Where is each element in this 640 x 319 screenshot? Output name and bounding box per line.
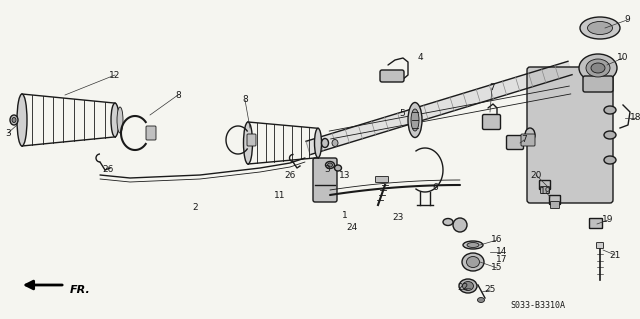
Text: 7: 7 xyxy=(489,84,495,93)
Ellipse shape xyxy=(467,256,479,268)
Ellipse shape xyxy=(408,102,422,137)
Text: S033-B3310A: S033-B3310A xyxy=(510,300,565,309)
Ellipse shape xyxy=(462,253,484,271)
FancyBboxPatch shape xyxy=(146,126,156,140)
FancyBboxPatch shape xyxy=(589,219,602,228)
FancyBboxPatch shape xyxy=(521,134,535,146)
Text: 21: 21 xyxy=(609,250,621,259)
Ellipse shape xyxy=(579,54,617,82)
FancyBboxPatch shape xyxy=(527,67,613,203)
Ellipse shape xyxy=(117,107,123,133)
Text: 12: 12 xyxy=(109,70,121,79)
Text: 23: 23 xyxy=(392,213,404,222)
Text: 9: 9 xyxy=(624,16,630,25)
Text: 25: 25 xyxy=(484,286,496,294)
Ellipse shape xyxy=(332,139,338,146)
Ellipse shape xyxy=(314,128,321,158)
Text: 1: 1 xyxy=(342,211,348,219)
Ellipse shape xyxy=(604,106,616,114)
Ellipse shape xyxy=(604,131,616,139)
Text: 20: 20 xyxy=(531,170,541,180)
Polygon shape xyxy=(306,61,572,155)
Text: 8: 8 xyxy=(242,95,248,105)
FancyBboxPatch shape xyxy=(550,202,559,209)
Text: 7: 7 xyxy=(521,136,527,145)
Text: 4: 4 xyxy=(417,54,423,63)
Text: 13: 13 xyxy=(339,170,351,180)
Text: 3: 3 xyxy=(324,166,330,174)
Ellipse shape xyxy=(477,298,484,302)
Ellipse shape xyxy=(10,115,18,125)
Text: 15: 15 xyxy=(492,263,503,272)
FancyBboxPatch shape xyxy=(541,187,550,194)
Text: 6: 6 xyxy=(432,183,438,192)
FancyBboxPatch shape xyxy=(596,242,604,249)
Text: 11: 11 xyxy=(275,190,285,199)
Text: FR.: FR. xyxy=(70,285,91,295)
Text: 17: 17 xyxy=(496,256,508,264)
Ellipse shape xyxy=(12,117,16,122)
Ellipse shape xyxy=(321,138,328,147)
Ellipse shape xyxy=(463,281,474,291)
Text: 2: 2 xyxy=(192,204,198,212)
Ellipse shape xyxy=(326,161,335,168)
Ellipse shape xyxy=(411,109,419,131)
Text: 14: 14 xyxy=(496,248,508,256)
Ellipse shape xyxy=(525,128,535,142)
Ellipse shape xyxy=(604,156,616,164)
Ellipse shape xyxy=(335,165,342,171)
Ellipse shape xyxy=(586,59,610,77)
Text: 26: 26 xyxy=(284,170,296,180)
FancyBboxPatch shape xyxy=(313,158,337,202)
FancyBboxPatch shape xyxy=(483,115,500,130)
FancyBboxPatch shape xyxy=(506,136,524,150)
Ellipse shape xyxy=(463,241,483,249)
FancyBboxPatch shape xyxy=(540,181,550,189)
Ellipse shape xyxy=(243,122,253,164)
FancyBboxPatch shape xyxy=(247,134,256,146)
Text: 19: 19 xyxy=(602,216,614,225)
Ellipse shape xyxy=(580,17,620,39)
Ellipse shape xyxy=(459,279,477,293)
Ellipse shape xyxy=(328,163,333,167)
Circle shape xyxy=(453,218,467,232)
FancyBboxPatch shape xyxy=(380,70,404,82)
Ellipse shape xyxy=(588,21,612,34)
FancyBboxPatch shape xyxy=(376,176,388,182)
Ellipse shape xyxy=(17,94,27,146)
Ellipse shape xyxy=(111,103,119,137)
Text: 24: 24 xyxy=(346,224,358,233)
FancyBboxPatch shape xyxy=(583,76,613,92)
Text: 3: 3 xyxy=(5,129,11,137)
Text: 26: 26 xyxy=(102,166,114,174)
Text: 18: 18 xyxy=(630,114,640,122)
Ellipse shape xyxy=(467,242,479,248)
Text: 19: 19 xyxy=(540,188,552,197)
Text: 22: 22 xyxy=(458,284,468,293)
Text: 16: 16 xyxy=(492,235,503,244)
FancyBboxPatch shape xyxy=(550,196,561,204)
Text: 8: 8 xyxy=(175,91,181,100)
Ellipse shape xyxy=(591,63,605,73)
Text: 5: 5 xyxy=(399,108,405,117)
Text: 10: 10 xyxy=(617,54,628,63)
Ellipse shape xyxy=(443,219,453,226)
